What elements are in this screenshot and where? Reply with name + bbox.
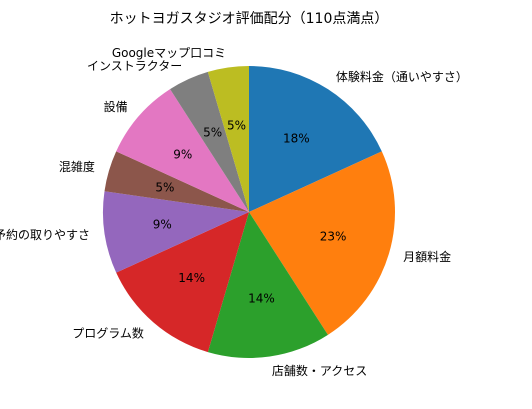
slice-percent-label: 9% (173, 148, 192, 162)
pie-slice (249, 151, 396, 335)
pie-slice (249, 66, 382, 212)
slice-percent-label: 23% (320, 230, 347, 244)
slice-percent-label: 5% (155, 180, 174, 194)
slice-category-label: 体験料金（通いやすさ） (336, 69, 468, 84)
slice-percent-label: 9% (153, 217, 172, 231)
slice-category-label: 店舗数・アクセス (272, 363, 367, 378)
chart-title: ホットヨガスタジオ評価配分（110点満点） (110, 11, 389, 27)
slice-category-label: Googleマップ口コミ (112, 46, 226, 60)
slice-category-label: 予約の取りやすさ (0, 227, 90, 242)
slice-category-label: 月額料金 (403, 249, 451, 264)
slice-percent-label: 14% (248, 292, 275, 306)
slice-category-label: 設備 (104, 99, 128, 114)
slice-percent-label: 18% (283, 131, 310, 145)
slice-category-label: インストラクター (87, 59, 182, 73)
slice-category-label: プログラム数 (72, 325, 144, 340)
pie-slice (103, 191, 249, 273)
percent-labels: 18% 23% 14% 14% 9% 5% 9% 5% 5% (153, 118, 347, 305)
pie-slices (103, 66, 396, 358)
pie-slice (207, 212, 328, 358)
pie-slice (170, 71, 249, 212)
pie-slice (116, 212, 249, 353)
pie-slice (207, 66, 249, 212)
slice-percent-label: 14% (178, 271, 205, 285)
slice-percent-label: 5% (227, 118, 246, 132)
pie-slice (104, 151, 249, 212)
slice-category-label: 混雑度 (59, 159, 95, 174)
pie-slice (116, 89, 249, 212)
slice-percent-label: 5% (203, 125, 222, 139)
